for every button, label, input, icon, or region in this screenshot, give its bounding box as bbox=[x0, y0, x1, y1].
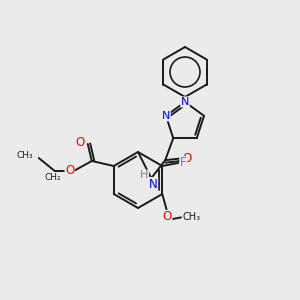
Text: CH₃: CH₃ bbox=[16, 152, 33, 160]
Text: O: O bbox=[75, 136, 84, 149]
Text: N: N bbox=[181, 97, 189, 107]
Text: CH₂: CH₂ bbox=[44, 173, 61, 182]
Text: N: N bbox=[149, 178, 158, 191]
Text: O: O bbox=[163, 211, 172, 224]
Text: N: N bbox=[162, 111, 170, 121]
Text: O: O bbox=[183, 152, 192, 165]
Text: F: F bbox=[180, 157, 187, 169]
Text: O: O bbox=[65, 164, 74, 176]
Text: H: H bbox=[140, 170, 148, 180]
Text: CH₃: CH₃ bbox=[182, 212, 200, 222]
